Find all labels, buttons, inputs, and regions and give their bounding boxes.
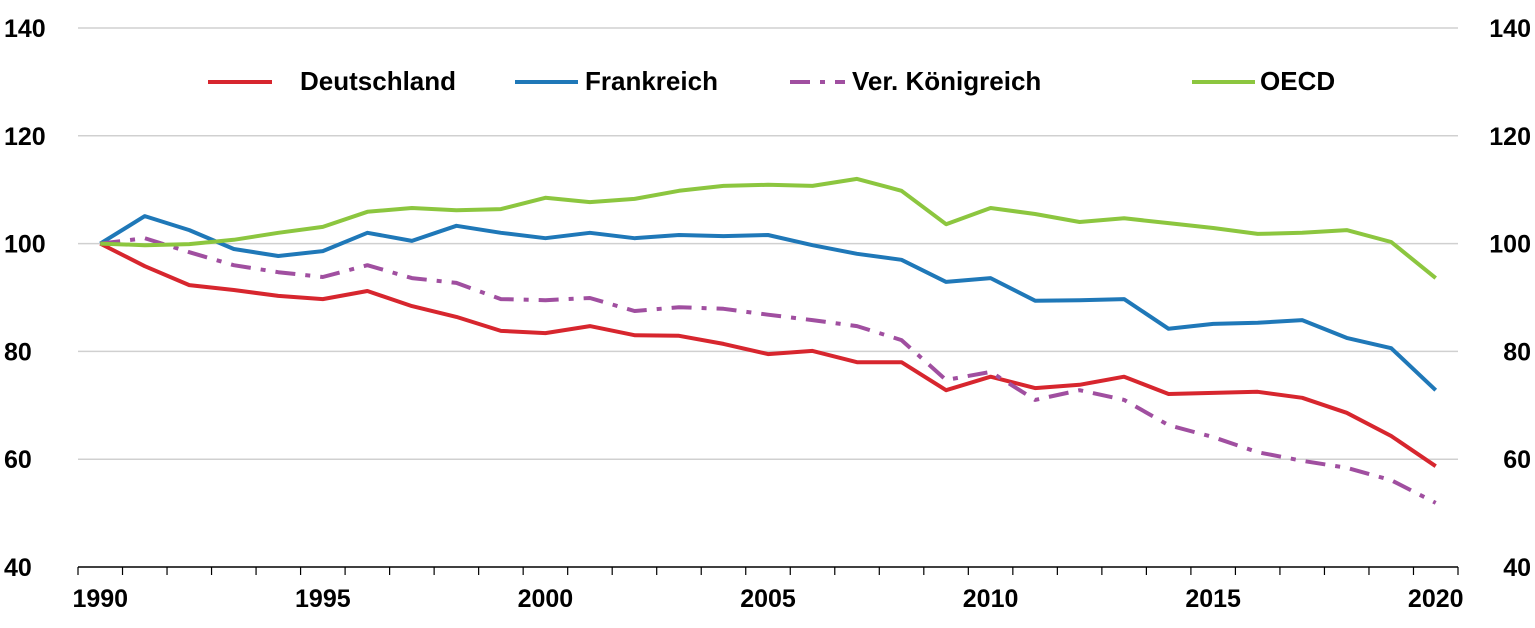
series-line-frankreich bbox=[99, 214, 1438, 392]
x-tick-label: 1990 bbox=[72, 585, 128, 613]
x-tick-label: 2000 bbox=[518, 585, 574, 613]
legend-label: Frankreich bbox=[585, 66, 718, 96]
gridlines bbox=[78, 27, 1458, 460]
y-tick-label-right: 120 bbox=[1489, 123, 1531, 151]
y-tick-label-right: 60 bbox=[1503, 446, 1531, 474]
series-line-ver-k-nigreich bbox=[100, 236, 1437, 505]
y-tick-label-left: 120 bbox=[4, 123, 46, 151]
series-line-deutschland bbox=[99, 241, 1437, 468]
axes: 40 40 60 60 80 80 100 100 120 120 140 140 1990 1995 20… bbox=[4, 15, 1531, 613]
y-tick-label-right: 140 bbox=[1489, 15, 1531, 43]
series-line-oecd bbox=[100, 176, 1437, 280]
x-tick-label: 1995 bbox=[295, 585, 351, 613]
x-tick-label: 2010 bbox=[963, 585, 1019, 613]
legend-label: OECD bbox=[1260, 66, 1335, 96]
series-lines bbox=[99, 176, 1438, 505]
y-tick-label-right: 40 bbox=[1503, 554, 1531, 582]
y-tick-label-left: 80 bbox=[4, 338, 32, 366]
y-tick-label-left: 40 bbox=[4, 554, 32, 582]
legend-label: Ver. Königreich bbox=[852, 66, 1041, 96]
legend-label: Deutschland bbox=[300, 66, 456, 96]
x-tick-label: 2015 bbox=[1185, 585, 1241, 613]
y-tick-label-left: 140 bbox=[4, 15, 46, 43]
y-tick-label-left: 60 bbox=[4, 446, 32, 474]
legend: Deutschland Frankreich Ver. Königreich OECD bbox=[208, 66, 1335, 96]
y-tick-label-right: 100 bbox=[1489, 231, 1531, 259]
x-tick-label: 2020 bbox=[1408, 585, 1464, 613]
y-tick-label-left: 100 bbox=[4, 231, 46, 259]
x-tick-label: 2005 bbox=[740, 585, 796, 613]
y-tick-label-right: 80 bbox=[1503, 338, 1531, 366]
